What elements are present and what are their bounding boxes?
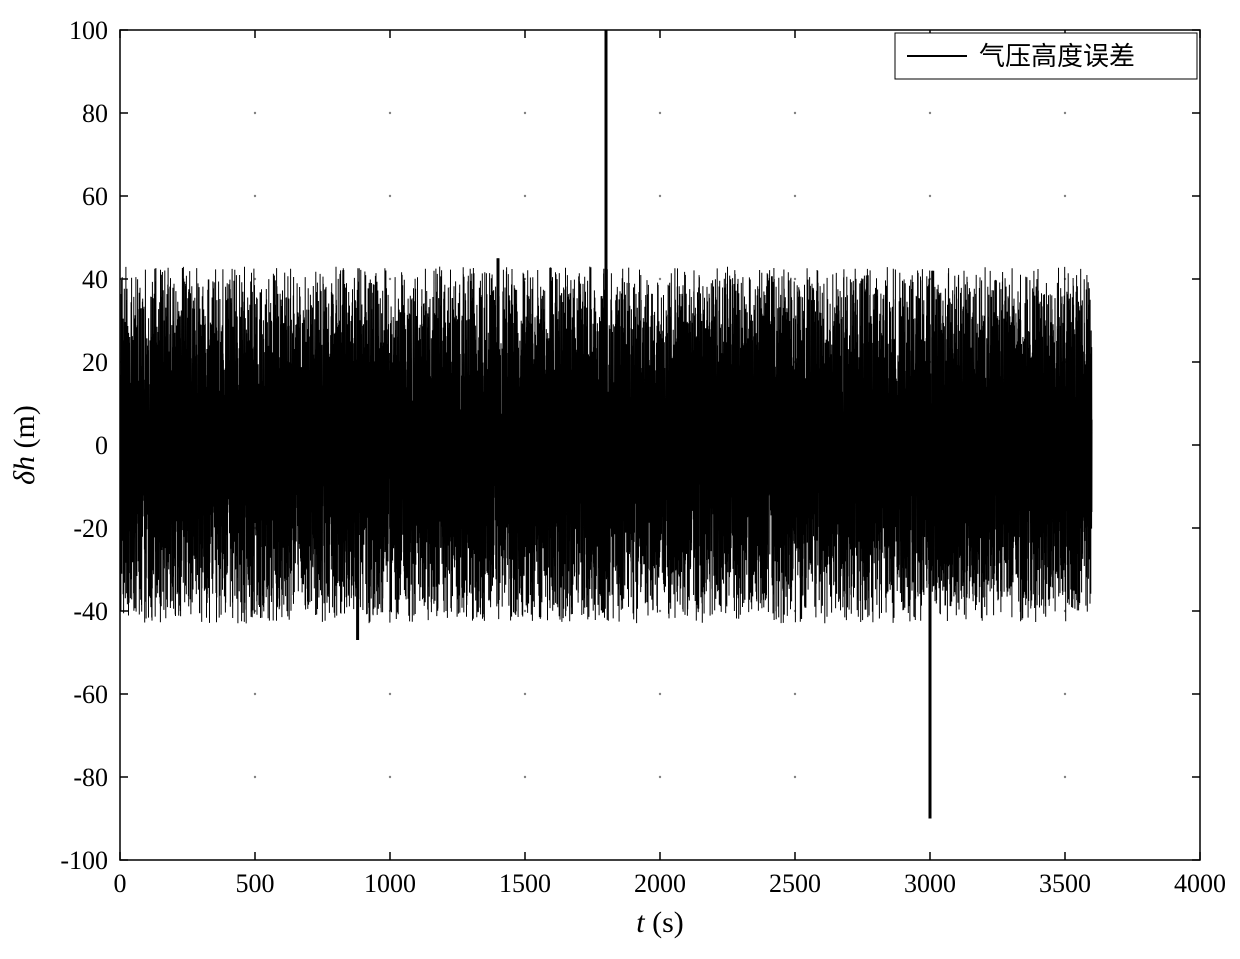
y-tick-label: 40 [82, 265, 108, 294]
x-axis-title: t (s) [636, 906, 684, 939]
x-tick-label: 2000 [634, 869, 686, 898]
grid-dot [929, 112, 931, 114]
x-tick-label: 500 [236, 869, 275, 898]
grid-dot [794, 693, 796, 695]
grid-dot [794, 112, 796, 114]
grid-dot [794, 278, 796, 280]
grid-dot [659, 693, 661, 695]
grid-dot [659, 112, 661, 114]
grid-dot [1064, 693, 1066, 695]
grid-dot [254, 693, 256, 695]
grid-dot [1064, 112, 1066, 114]
grid-dot [659, 610, 661, 612]
grid-dot [389, 776, 391, 778]
grid-dot [659, 195, 661, 197]
noise-chart: 05001000150020002500300035004000-100-80-… [0, 0, 1240, 959]
grid-dot [524, 693, 526, 695]
y-tick-label: 20 [82, 348, 108, 377]
grid-dot [254, 112, 256, 114]
grid-dot [929, 195, 931, 197]
x-tick-label: 0 [114, 869, 127, 898]
grid-dot [1064, 195, 1066, 197]
grid-dot [659, 776, 661, 778]
grid-dot [254, 776, 256, 778]
x-tick-label: 3000 [904, 869, 956, 898]
grid-dot [389, 693, 391, 695]
grid-dot [389, 278, 391, 280]
x-tick-label: 1500 [499, 869, 551, 898]
y-tick-label: -40 [73, 597, 108, 626]
y-axis-title: δh (m) [8, 405, 41, 485]
grid-dot [1064, 776, 1066, 778]
y-tick-label: -100 [60, 846, 108, 875]
y-tick-label: 80 [82, 99, 108, 128]
grid-dot [524, 776, 526, 778]
grid-dot [254, 195, 256, 197]
legend-label: 气压高度误差 [979, 42, 1135, 71]
y-tick-label: -20 [73, 514, 108, 543]
grid-dot [524, 610, 526, 612]
grid-dot [389, 112, 391, 114]
y-tick-label: -60 [73, 680, 108, 709]
x-tick-label: 1000 [364, 869, 416, 898]
x-tick-label: 4000 [1174, 869, 1226, 898]
grid-dot [794, 195, 796, 197]
y-tick-label: 100 [69, 16, 108, 45]
grid-dot [794, 776, 796, 778]
y-tick-label: -80 [73, 763, 108, 792]
y-tick-label: 60 [82, 182, 108, 211]
grid-dot [524, 195, 526, 197]
grid-dot [389, 195, 391, 197]
chart-container: 05001000150020002500300035004000-100-80-… [0, 0, 1240, 959]
y-tick-label: 0 [95, 431, 108, 460]
grid-dot [659, 278, 661, 280]
x-tick-label: 2500 [769, 869, 821, 898]
grid-dot [524, 112, 526, 114]
x-tick-label: 3500 [1039, 869, 1091, 898]
